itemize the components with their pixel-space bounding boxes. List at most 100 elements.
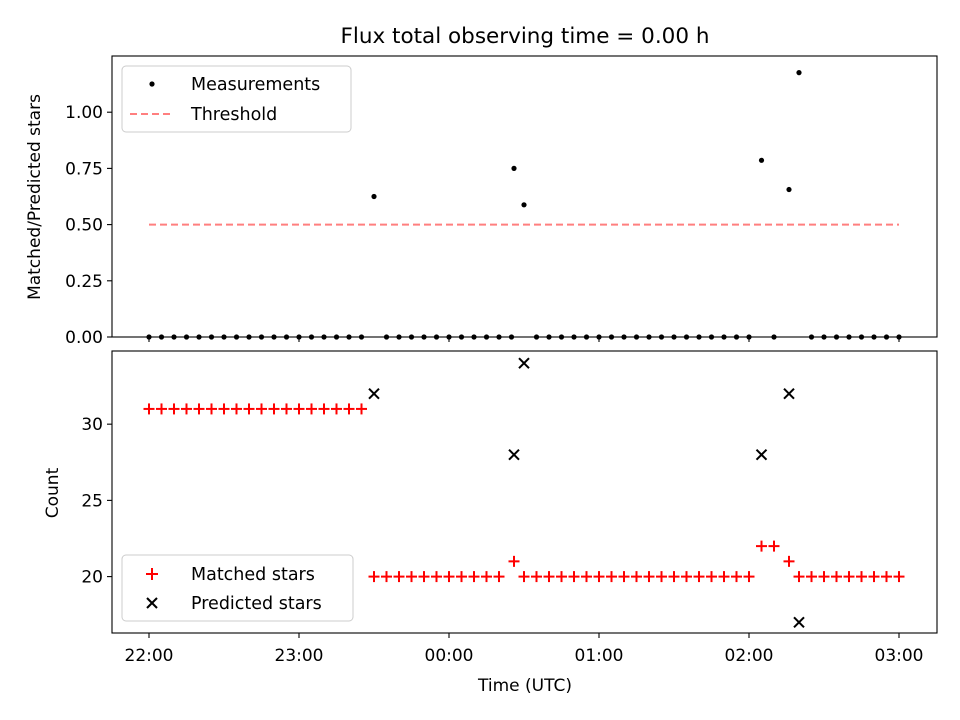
measurement-point: [196, 334, 202, 340]
matched-star-point: [768, 540, 780, 552]
predicted-star-point: [793, 616, 805, 629]
top-y-tick-label: 1.00: [65, 103, 103, 123]
matched-star-point: [568, 571, 580, 583]
measurement-point: [558, 334, 565, 340]
measurement-point: [708, 334, 715, 340]
measurement-point: [383, 334, 390, 340]
measurement-point: [658, 334, 665, 340]
matched-star-point: [693, 571, 705, 583]
measurement-point: [546, 334, 552, 340]
matched-star-point: [881, 571, 892, 583]
predicted-star-point: [755, 448, 768, 461]
predicted-star-point: [783, 387, 795, 400]
measurement-point: [396, 334, 402, 340]
matched-star-point: [893, 571, 905, 583]
measurement-point: [758, 157, 765, 163]
matched-star-point: [731, 571, 742, 583]
measurement-point: [808, 334, 815, 340]
matched-star-point: [818, 571, 830, 583]
measurement-point: [458, 334, 465, 340]
measurement-point: [721, 334, 727, 340]
measurement-point: [271, 334, 277, 340]
x-tick-label: 00:00: [425, 646, 474, 666]
legend-label-measurements: Measurements: [191, 75, 320, 95]
measurement-point: [883, 334, 890, 340]
measurement-point: [646, 334, 652, 340]
top-panel: 0.00 0.25 0.50 0.75 1.00 Matched/Predicted s…: [25, 55, 938, 348]
bottom-legend: Matched stars Predicted stars: [121, 554, 354, 622]
top-panel-frame: [111, 55, 938, 338]
matched-star-point: [606, 571, 617, 583]
matched-star-point: [368, 571, 380, 583]
measurement-point: [258, 334, 265, 340]
matched-star-point: [868, 571, 880, 583]
measurement-point: [333, 334, 340, 340]
legend-label-threshold: Threshold: [190, 105, 277, 125]
matched-star-point: [618, 571, 630, 583]
matched-star-point: [481, 571, 492, 583]
measurement-point: [233, 334, 240, 340]
matched-star-point: [793, 571, 805, 583]
count-points: [143, 357, 905, 629]
predicted-star-point: [518, 357, 530, 369]
measurement-point: [511, 165, 517, 171]
matched-star-point: [468, 571, 480, 583]
measurement-point: [796, 70, 802, 76]
matched-star-point: [631, 571, 642, 583]
matched-star-point: [643, 571, 655, 583]
matched-star-point: [843, 571, 855, 583]
matched-star-point: [556, 571, 567, 583]
measurement-point: [296, 334, 302, 340]
matched-star-point: [581, 571, 592, 583]
measurement-point: [786, 186, 792, 193]
measurement-point: [308, 334, 315, 340]
matched-star-point: [143, 403, 155, 415]
measurement-point: [433, 334, 440, 340]
matched-star-point: [293, 403, 305, 415]
top-legend: Measurements Threshold: [121, 65, 352, 133]
measurement-point: [183, 334, 190, 340]
measurement-point: [521, 202, 527, 208]
measurement-point: [671, 334, 677, 340]
measurement-point: [246, 334, 252, 340]
measurement-point: [896, 334, 902, 340]
measurement-point: [446, 334, 452, 340]
matched-star-point: [806, 571, 817, 583]
matched-star-point: [343, 403, 355, 415]
matched-star-point: [206, 403, 217, 415]
measurement-point: [471, 334, 477, 340]
top-legend-box: [121, 65, 352, 133]
x-ticks: 22:00 23:00 00:00 01:00 02:00 03:00: [125, 633, 924, 666]
legend-dot-icon: [149, 81, 155, 87]
matched-star-point: [281, 403, 292, 415]
matched-star-point: [681, 571, 692, 583]
measurement-point: [321, 334, 327, 340]
measurement-point: [208, 334, 215, 340]
bottom-y-tick-label: 20: [81, 568, 103, 588]
measurement-point: [583, 334, 590, 340]
top-y-tick-label: 0.50: [65, 216, 103, 236]
measurement-point: [871, 334, 877, 340]
measurement-point: [533, 334, 540, 340]
measurement-point: [633, 334, 640, 340]
legend-x-icon: [146, 597, 158, 609]
matched-star-point: [168, 403, 180, 415]
bottom-y-axis-label: Count: [43, 467, 63, 518]
matched-star-point: [456, 571, 467, 583]
bottom-y-tick-label: 30: [81, 415, 103, 435]
measurement-point: [771, 334, 777, 340]
measurement-point: [283, 334, 290, 340]
matched-star-point: [831, 571, 842, 583]
measurement-point: [733, 334, 740, 340]
bottom-y-ticks: 20 25 30: [81, 415, 112, 588]
matched-star-point: [543, 571, 555, 583]
matched-star-point: [443, 571, 455, 583]
measurement-point: [846, 334, 852, 340]
matched-star-point: [856, 571, 867, 583]
bottom-panel: 20 25 30 22:00 23:00 00:00 01:00 02:00 03:00 Co…: [43, 350, 938, 666]
bottom-panel-frame: [111, 350, 938, 634]
matched-star-point: [531, 571, 542, 583]
matched-star-point: [256, 403, 267, 415]
top-y-axis-label: Matched/Predicted stars: [25, 94, 45, 300]
